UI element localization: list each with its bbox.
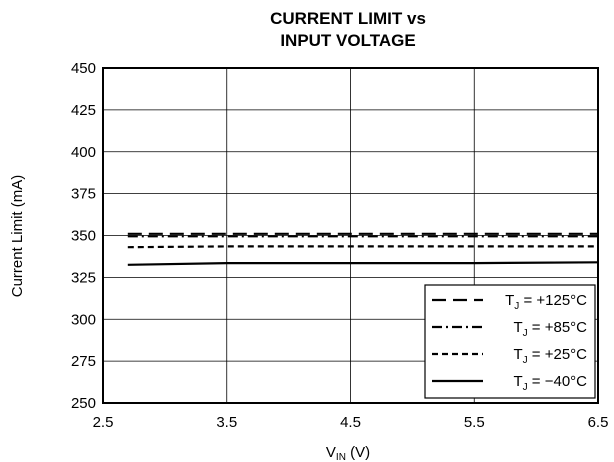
legend-label-main: T — [513, 319, 522, 336]
y-axis-ticks: 250 275 300 325 350 375 400 425 450 — [71, 60, 96, 412]
legend-label-3: TJ = −40°C — [513, 373, 587, 393]
x-tick-label: 3.5 — [216, 414, 237, 431]
legend-label-2: TJ = +25°C — [513, 346, 587, 366]
legend-label-rest: = +125°C — [519, 292, 587, 309]
legend-box — [424, 284, 596, 399]
y-tick-label: 250 — [71, 395, 96, 412]
legend-label-0: TJ = +125°C — [505, 292, 587, 312]
legend-label-subscript: J — [523, 355, 528, 366]
plot-frame — [102, 67, 599, 404]
x-axis-label-main: V — [326, 444, 336, 461]
y-tick-label: 400 — [71, 144, 96, 161]
x-tick-label: 4.5 — [340, 414, 361, 431]
series-line-2 — [127, 245, 598, 249]
x-axis-ticks: 2.5 3.5 4.5 5.5 6.5 — [93, 414, 609, 431]
y-tick-label: 375 — [71, 186, 96, 203]
y-tick-label: 450 — [71, 60, 96, 77]
legend-label-rest: = +25°C — [528, 346, 588, 363]
legend-label-main: T — [513, 346, 522, 363]
legend: TJ = +125°CTJ = +85°CTJ = +25°CTJ = −40°… — [424, 284, 596, 399]
series-lines — [127, 232, 599, 266]
legend-label-1: TJ = +85°C — [513, 319, 587, 339]
x-axis-label-unit: (V) — [346, 444, 370, 461]
y-tick-label: 350 — [71, 228, 96, 245]
legend-label-subscript: J — [514, 301, 519, 312]
chart-title: CURRENT LIMIT vs INPUT VOLTAGE — [270, 9, 426, 50]
y-tick-label: 275 — [71, 353, 96, 370]
y-axis-label: Current Limit (mA) — [9, 175, 26, 298]
series-line-3 — [127, 261, 599, 266]
y-tick-label: 325 — [71, 269, 96, 286]
legend-label-main: T — [513, 373, 522, 390]
chart-title-line-1: CURRENT LIMIT vs — [270, 9, 426, 28]
x-tick-label: 5.5 — [464, 414, 485, 431]
legend-label-subscript: J — [523, 328, 528, 339]
x-axis-label-subscript: IN — [336, 452, 346, 462]
x-tick-label: 6.5 — [588, 414, 609, 431]
x-axis-label: VIN (V) — [326, 444, 370, 462]
y-tick-label: 425 — [71, 102, 96, 119]
chart-title-line-2: INPUT VOLTAGE — [280, 31, 415, 50]
legend-label-rest: = −40°C — [528, 373, 588, 390]
legend-label-rest: = +85°C — [528, 319, 588, 336]
y-tick-label: 300 — [71, 311, 96, 328]
x-tick-label: 2.5 — [93, 414, 114, 431]
legend-label-subscript: J — [523, 382, 528, 393]
legend-label-main: T — [505, 292, 514, 309]
